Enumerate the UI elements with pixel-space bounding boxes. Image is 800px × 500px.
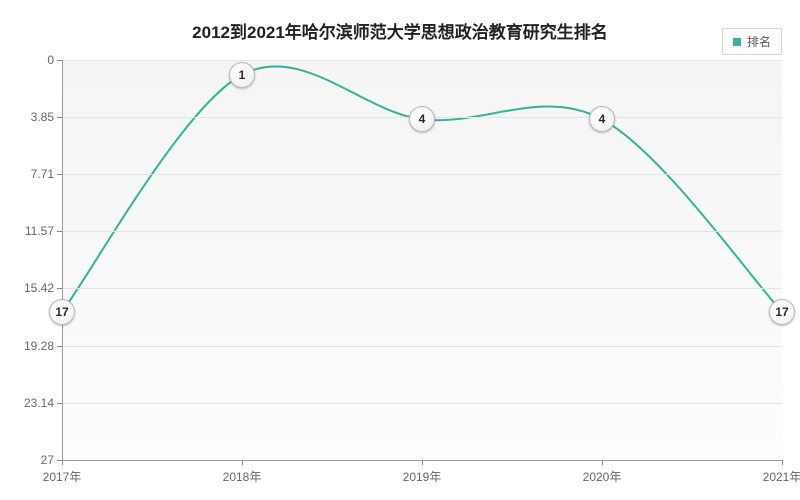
data-marker: 4 xyxy=(589,106,615,132)
data-marker: 17 xyxy=(49,299,75,325)
x-axis-line xyxy=(62,460,782,461)
grid-line xyxy=(62,174,782,175)
grid-line xyxy=(62,60,782,61)
x-tick-mark xyxy=(782,460,783,465)
plot-area: 03.857.7111.5715.4219.2823.14272017年2018… xyxy=(62,60,782,460)
legend-label: 排名 xyxy=(747,33,771,50)
data-marker: 17 xyxy=(769,299,795,325)
grid-line xyxy=(62,346,782,347)
grid-line xyxy=(62,403,782,404)
chart-title: 2012到2021年哈尔滨师范大学思想政治教育研究生排名 xyxy=(0,18,800,43)
y-axis-line xyxy=(62,60,63,460)
legend-swatch-icon xyxy=(733,38,741,46)
data-marker: 4 xyxy=(409,106,435,132)
chart-container: 2012到2021年哈尔滨师范大学思想政治教育研究生排名 排名 03.857.7… xyxy=(0,0,800,500)
grid-line xyxy=(62,288,782,289)
grid-line xyxy=(62,231,782,232)
legend: 排名 xyxy=(722,28,782,55)
series-line xyxy=(62,66,782,311)
data-marker: 1 xyxy=(229,62,255,88)
